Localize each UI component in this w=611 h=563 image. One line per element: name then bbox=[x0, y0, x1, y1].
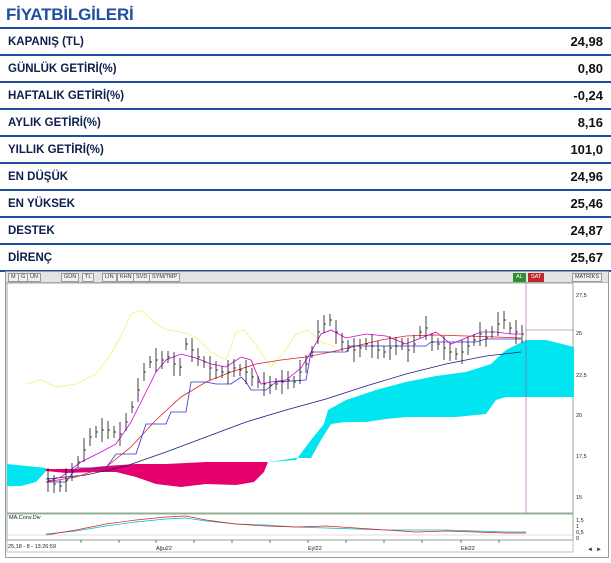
oscillator-macd-line bbox=[45, 515, 526, 536]
row-label: YILLIK GETİRİ(%) bbox=[8, 144, 104, 156]
scroll-left-icon: ◄ bbox=[587, 547, 593, 553]
row-weekly-return: HAFTALIK GETİRİ(%) -0,24 bbox=[0, 83, 611, 110]
row-label: AYLIK GETİRİ(%) bbox=[8, 117, 101, 129]
oscillator-signal-line bbox=[45, 517, 526, 535]
row-label: DİRENÇ bbox=[8, 252, 53, 264]
osc-tick-label: 1,5 bbox=[576, 518, 584, 524]
fast-ma-line bbox=[45, 334, 522, 483]
slow-ma-line bbox=[45, 351, 522, 480]
chart-toolbar: M G ÜN GÜN TL LIN KHN SVD SYM/TMP AL SAT… bbox=[6, 272, 608, 283]
y-tick-label: 15 bbox=[576, 495, 582, 501]
sell-button[interactable]: SAT bbox=[528, 273, 545, 282]
row-value: 0,80 bbox=[577, 61, 603, 76]
kijun-line bbox=[46, 338, 521, 483]
time-axis-frame bbox=[6, 539, 574, 553]
y-tick-label: 17,5 bbox=[576, 454, 587, 460]
oscillator-label: MA.Conv.Div bbox=[9, 515, 41, 521]
row-close: KAPANIŞ (TL) 24,98 bbox=[0, 29, 611, 56]
price-info-table: KAPANIŞ (TL) 24,98 GÜNLÜK GETİRİ(%) 0,80… bbox=[0, 29, 611, 272]
matriks-button[interactable]: MATRİKS bbox=[571, 273, 602, 282]
tool-button[interactable]: ÜN bbox=[27, 273, 41, 282]
tool-button[interactable]: SYM/TMP bbox=[149, 273, 181, 282]
y-tick-label: 25 bbox=[576, 331, 582, 337]
price-panel-frame bbox=[6, 282, 574, 514]
row-value: 25,67 bbox=[570, 250, 603, 265]
cloud-bear-area bbox=[46, 462, 268, 487]
y-tick-label: 22,5 bbox=[576, 373, 587, 379]
row-daily-return: GÜNLÜK GETİRİ(%) 0,80 bbox=[0, 56, 611, 83]
price-bars bbox=[47, 311, 524, 493]
row-support: DESTEK 24,87 bbox=[0, 218, 611, 245]
chikou-span-line bbox=[25, 309, 337, 388]
row-value: 101,0 bbox=[570, 142, 603, 157]
x-tick-label: Ağu22 bbox=[156, 546, 172, 552]
row-label: DESTEK bbox=[8, 225, 55, 237]
row-label: EN YÜKSEK bbox=[8, 198, 75, 210]
status-readout: 25,18 - 8 - 13:26:59 bbox=[8, 544, 57, 550]
tool-button[interactable]: TL bbox=[82, 273, 95, 282]
cloud-bull-area bbox=[268, 340, 574, 462]
cloud-bull-area bbox=[7, 464, 46, 486]
row-monthly-return: AYLIK GETİRİ(%) 8,16 bbox=[0, 110, 611, 137]
row-label: KAPANIŞ (TL) bbox=[8, 36, 84, 48]
chart-canvas: 27,5 25 22,5 20 17,5 15 1,5 1 0,5 0 Ağu2… bbox=[6, 282, 602, 553]
tool-button[interactable]: GÜN bbox=[61, 273, 80, 282]
page-title: FİYATBİLGİLERİ bbox=[6, 5, 134, 24]
row-highest: EN YÜKSEK 25,46 bbox=[0, 191, 611, 218]
row-label: GÜNLÜK GETİRİ(%) bbox=[8, 63, 117, 75]
osc-tick-label: 0 bbox=[576, 536, 579, 542]
y-tick-label: 27,5 bbox=[576, 293, 587, 299]
y-tick-label: 20 bbox=[576, 413, 582, 419]
tenkan-line bbox=[45, 329, 521, 483]
row-value: 24,87 bbox=[570, 223, 603, 238]
row-value: 8,16 bbox=[577, 115, 603, 130]
row-value: 24,98 bbox=[570, 34, 603, 49]
buy-button[interactable]: AL bbox=[513, 273, 526, 282]
row-lowest: EN DÜŞÜK 24,96 bbox=[0, 164, 611, 191]
row-label: HAFTALIK GETİRİ(%) bbox=[8, 90, 125, 102]
osc-tick-label: 0,5 bbox=[576, 530, 584, 536]
row-yearly-return: YILLIK GETİRİ(%) 101,0 bbox=[0, 137, 611, 164]
x-tick-label: Eki22 bbox=[461, 546, 475, 552]
osc-tick-label: 1 bbox=[576, 524, 579, 530]
price-chart[interactable]: M G ÜN GÜN TL LIN KHN SVD SYM/TMP AL SAT… bbox=[5, 271, 609, 558]
tool-button[interactable]: LIN bbox=[102, 273, 117, 282]
scroll-right-icon: ► bbox=[596, 547, 602, 553]
title-divider bbox=[0, 27, 611, 29]
row-value: 25,46 bbox=[570, 196, 603, 211]
row-resistance: DİRENÇ 25,67 bbox=[0, 245, 611, 272]
x-tick-label: Eyl22 bbox=[308, 546, 322, 552]
row-value: -0,24 bbox=[573, 88, 603, 103]
row-label: EN DÜŞÜK bbox=[8, 171, 69, 183]
row-value: 24,96 bbox=[570, 169, 603, 184]
